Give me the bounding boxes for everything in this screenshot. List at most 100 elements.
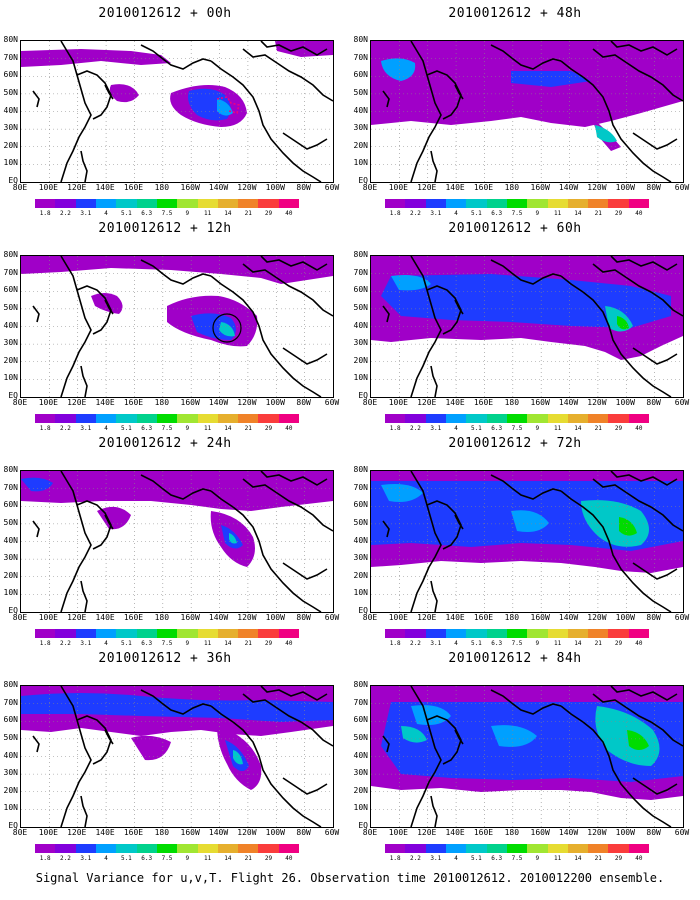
coastline — [430, 150, 438, 182]
lat-label: 40N — [3, 320, 18, 330]
colorbar-swatch — [567, 844, 589, 853]
lat-label: 70N — [3, 267, 18, 277]
coastline — [454, 514, 464, 530]
lon-label: 100E — [388, 613, 408, 622]
coastline — [260, 41, 328, 56]
colorbar-swatch — [486, 199, 507, 208]
lon-label: 160W — [180, 828, 200, 837]
colorbar-swatch — [217, 199, 239, 208]
lon-label: 100E — [38, 613, 58, 622]
variance-field — [617, 316, 629, 330]
lon-label: 100E — [38, 183, 58, 192]
panel-2: 2010012612 + 12h 80N 70N 60N 50N 40N 30N 20N 10N… — [0, 215, 340, 432]
lon-label: 120E — [67, 828, 87, 837]
lon-label: 160E — [473, 183, 494, 192]
colorbar-labels: 1.8 2.2 3.1 4 5.1 6.3 7.5 9 11 14 21 29 40 — [385, 425, 649, 433]
colorbar-swatch — [75, 199, 96, 208]
lon-label: 120E — [67, 613, 87, 622]
variance-field — [275, 41, 333, 57]
colorbar — [385, 844, 650, 853]
lon-label: 160E — [123, 398, 144, 407]
colorbar-label: 2.2 — [60, 855, 71, 862]
colorbar-label: 29 — [264, 210, 273, 217]
colorbar-swatch — [608, 629, 629, 638]
lat-label: 50N — [353, 87, 368, 97]
panel-4: 2010012612 + 24h 80N 70N 60N 50N 40N 30N 20N 10N… — [0, 430, 340, 647]
colorbar-swatch — [278, 414, 300, 423]
colorbar-label: 3.1 — [430, 425, 442, 432]
variance-field — [381, 58, 416, 81]
coastline — [32, 520, 40, 538]
map-svg — [21, 41, 333, 182]
coastline — [592, 263, 683, 317]
variance-field — [595, 125, 617, 143]
panel-title: 2010012612 + 72h — [448, 436, 582, 451]
colorbar-swatch — [547, 844, 568, 853]
coastline — [242, 478, 333, 532]
lon-label: 140E — [95, 828, 115, 837]
colorbar-swatch — [55, 629, 76, 638]
lat-label: EQ — [358, 606, 368, 615]
panel-3: 2010012612 + 60h 80N 70N 60N 50N 40N 30N 20N 10N… — [350, 215, 690, 432]
lat-label: 10N — [3, 373, 18, 383]
colorbar-label: 5.1 — [120, 210, 132, 217]
colorbar-swatch — [238, 629, 259, 638]
colorbar-swatch — [238, 414, 259, 423]
colorbar-swatch — [95, 844, 117, 853]
lon-label: 80E — [12, 613, 28, 622]
panel-title: 2010012612 + 60h — [448, 221, 582, 236]
coastline — [210, 490, 322, 612]
lon-label: 160W — [180, 613, 200, 622]
coastline — [632, 562, 678, 580]
coastline — [242, 263, 333, 317]
lon-label: 120W — [587, 613, 607, 622]
colorbar-label: 9 — [535, 640, 540, 647]
lon-label: 80E — [12, 828, 28, 837]
colorbar-swatch — [35, 414, 56, 423]
coastline — [430, 795, 438, 827]
colorbar-label: 9 — [535, 425, 540, 432]
lon-label: 80W — [646, 828, 661, 837]
lon-label: 80W — [646, 183, 661, 192]
lon-label: 140W — [558, 613, 579, 622]
colorbar-label: 4 — [454, 640, 458, 647]
lon-label: 180 — [154, 613, 170, 622]
lon-label: 140W — [208, 398, 229, 407]
coastline — [592, 478, 683, 532]
colorbar-swatch — [55, 199, 76, 208]
map-svg — [21, 471, 333, 612]
colorbar-swatch — [35, 629, 56, 638]
colorbar-swatch — [238, 844, 259, 853]
colorbar-label: 1.8 — [389, 425, 401, 432]
variance-field — [511, 510, 549, 532]
colorbar-swatch — [385, 414, 406, 423]
lon-label: 60W — [324, 398, 340, 407]
lat-label: 80N — [353, 680, 368, 689]
colorbar-swatch — [156, 629, 178, 638]
lon-label: 140W — [558, 183, 579, 192]
map-plot — [370, 40, 684, 183]
flight-track — [216, 96, 240, 114]
colorbar-swatch — [608, 199, 629, 208]
observation-circle — [212, 313, 242, 343]
colorbar-label: 9 — [185, 425, 190, 432]
colorbar-label: 9 — [185, 210, 190, 217]
colorbar-swatch — [385, 629, 406, 638]
panel-title: 2010012612 + 00h — [98, 6, 232, 21]
colorbar-swatch — [258, 844, 279, 853]
colorbar-labels: 1.8 2.2 3.1 4 5.1 6.3 7.5 9 11 14 21 29 40 — [35, 210, 299, 218]
colorbar-label: 21 — [244, 425, 252, 432]
lat-label: 70N — [3, 482, 18, 492]
coastline — [592, 48, 683, 102]
coastline — [426, 715, 462, 765]
lat-label: EQ — [8, 606, 18, 615]
lon-label: 60W — [674, 828, 690, 837]
lon-label: 160E — [123, 183, 144, 192]
colorbar-swatch — [75, 629, 96, 638]
colorbar-label: 6.3 — [491, 425, 503, 432]
colorbar-label: 1.8 — [389, 210, 401, 217]
colorbar-swatch — [136, 414, 157, 423]
colorbar-label: 6.3 — [141, 425, 153, 432]
colorbar-swatch — [628, 199, 650, 208]
colorbar-labels: 1.8 2.2 3.1 4 5.1 6.3 7.5 9 11 14 21 29 40 — [385, 640, 649, 648]
